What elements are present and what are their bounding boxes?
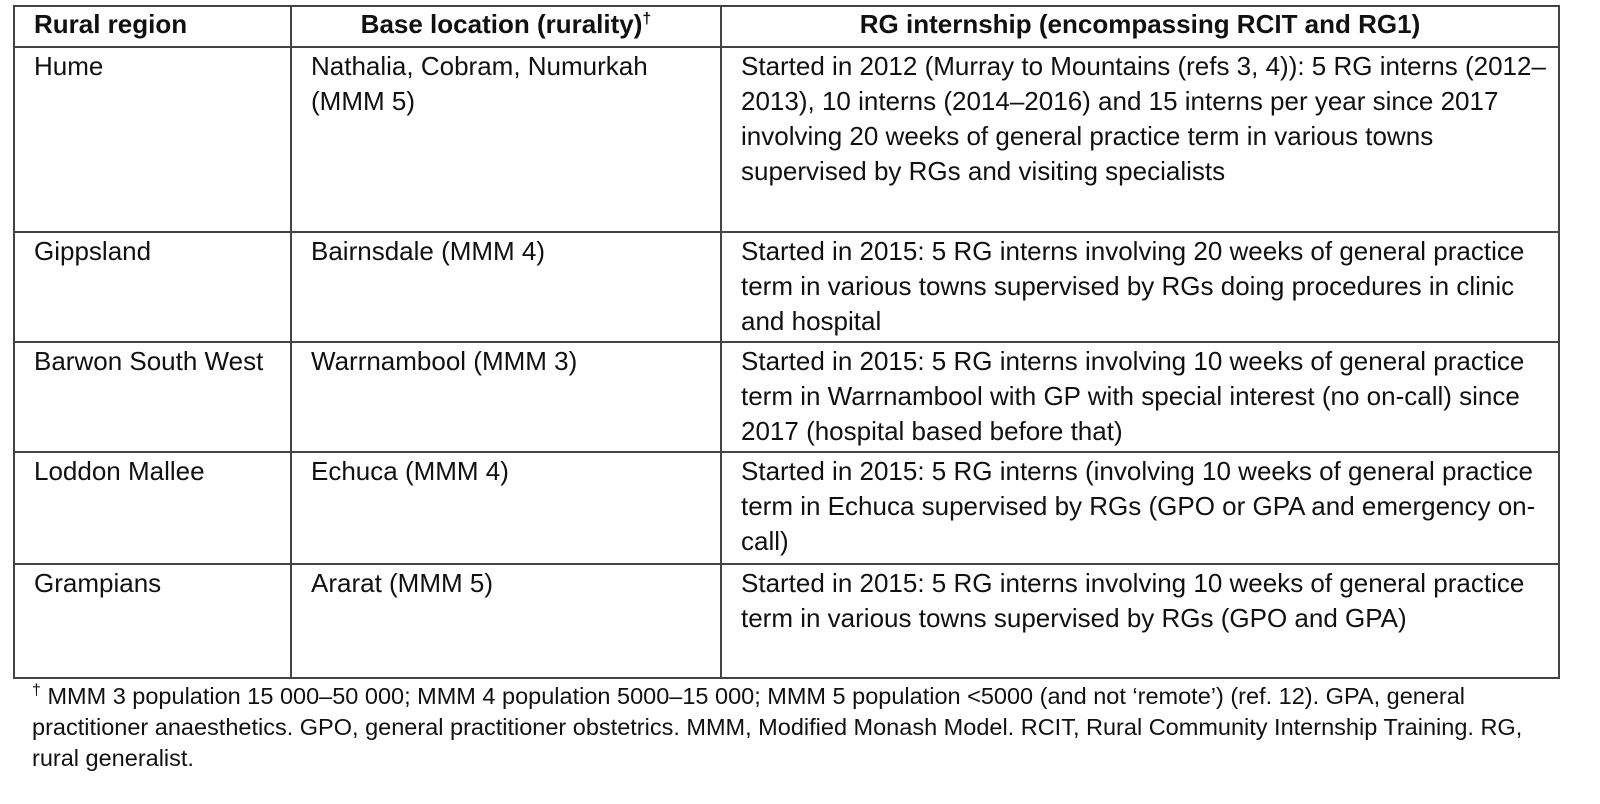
- table-cell: Started in 2015: 5 RG interns involving …: [720, 563, 1560, 679]
- table-cell: Gippsland: [13, 231, 292, 343]
- table-cell: Started in 2015: 5 RG interns involving …: [720, 231, 1560, 343]
- table-cell: Hume: [13, 46, 292, 233]
- table-cell: Loddon Mallee: [13, 451, 292, 565]
- table-head: Rural region Base location (rurality)† R…: [13, 5, 1560, 48]
- table-row: Gippsland Bairnsdale (MMM 4) Started in 20…: [13, 231, 1560, 343]
- table-cell: Ararat (MMM 5): [290, 563, 722, 679]
- footnote-mark: †: [642, 10, 652, 28]
- table-row: Barwon South West Warrnambool (MMM 3) Star…: [13, 341, 1560, 453]
- footnote-mark: †: [32, 682, 41, 700]
- table-cell: Started in 2015: 5 RG interns involving …: [720, 341, 1560, 453]
- footnote: † MMM 3 population 15 000–50 000; MMM 4 …: [32, 681, 1552, 774]
- table-cell: Bairnsdale (MMM 4): [290, 231, 722, 343]
- header-text: Base location (rurality): [360, 9, 643, 39]
- table-cell: Started in 2015: 5 RG interns (involving…: [720, 451, 1560, 565]
- table-cell: Nathalia, Cobram, Numurkah (MMM 5): [290, 46, 722, 233]
- footnote-text: MMM 3 population 15 000–50 000; MMM 4 po…: [32, 683, 1523, 771]
- table-row: Hume Nathalia, Cobram, Numurkah (MMM 5) St…: [13, 46, 1560, 233]
- table-cell: Started in 2012 (Murray to Mountains (re…: [720, 46, 1560, 233]
- table-cell: Echuca (MMM 4): [290, 451, 722, 565]
- table-cell: Barwon South West: [13, 341, 292, 453]
- header-row: Rural region Base location (rurality)† R…: [13, 5, 1560, 48]
- table-cell: Grampians: [13, 563, 292, 679]
- table-cell: Warrnambool (MMM 3): [290, 341, 722, 453]
- table-body: Hume Nathalia, Cobram, Numurkah (MMM 5) St…: [13, 46, 1560, 679]
- header-cell: Rural region: [13, 5, 292, 48]
- table-row: Grampians Ararat (MMM 5) Started in 2015: …: [13, 563, 1560, 679]
- header-cell: Base location (rurality)†: [290, 5, 722, 48]
- header-cell: RG internship (encompassing RCIT and RG1…: [720, 5, 1560, 48]
- table-row: Loddon Mallee Echuca (MMM 4) Started in 20…: [13, 451, 1560, 565]
- data-table: Rural region Base location (rurality)† R…: [13, 5, 1560, 679]
